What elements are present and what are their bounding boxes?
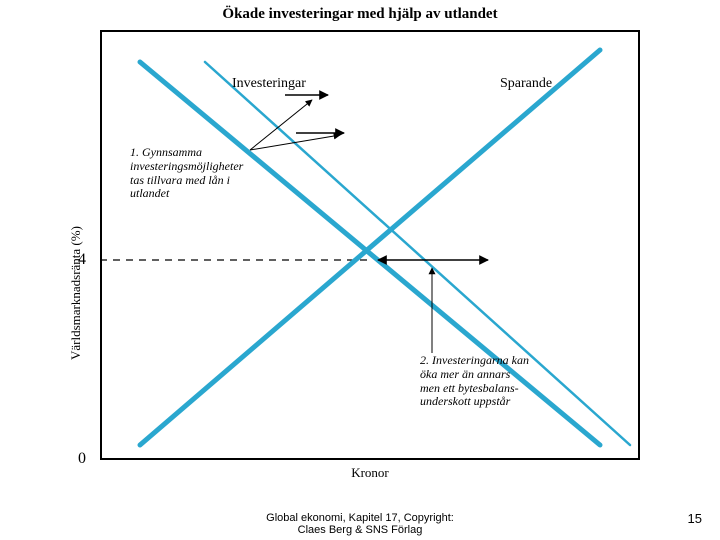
annotation-2-line: underskott uppstår: [420, 395, 529, 409]
annotation-2-line: men ett bytesbalans-: [420, 382, 529, 396]
series-investeringar-2: [205, 62, 630, 445]
y-tick-0: 0: [78, 450, 86, 468]
pointer-arrow-1b: [250, 135, 340, 150]
annotation-1-line: 1. Gynnsamma: [130, 146, 243, 160]
slide-footer: Global ekonomi, Kapitel 17, Copyright: C…: [0, 512, 720, 536]
annotation-1-line: investeringsmöjligheter: [130, 160, 243, 174]
x-axis-label: Kronor: [100, 465, 640, 481]
footer-line-1: Global ekonomi, Kapitel 17, Copyright:: [0, 512, 720, 524]
label-sparande: Sparande: [500, 76, 552, 92]
y-tick-4: 4: [78, 251, 86, 269]
chart-plot: 4 0: [100, 30, 640, 460]
label-investeringar: Investeringar: [232, 76, 306, 92]
annotation-2-line: 2. Investeringarna kan: [420, 354, 529, 368]
page-number: 15: [688, 511, 702, 526]
annotation-1: 1. Gynnsamma investeringsmöjligheter tas…: [130, 146, 243, 201]
annotation-1-line: utlandet: [130, 187, 243, 201]
chart-title: Ökade investeringar med hjälp av utlande…: [0, 6, 720, 23]
annotation-2: 2. Investeringarna kan öka mer än annars…: [420, 354, 529, 409]
y-axis-label: Världsmarknadsränta (%): [68, 226, 84, 360]
annotation-2-line: öka mer än annars: [420, 368, 529, 382]
chart-svg: [100, 30, 640, 460]
slide-root: { "title": { "text": "Ökade investeringa…: [0, 0, 720, 540]
annotation-1-line: tas tillvara med lån i: [130, 174, 243, 188]
footer-line-2: Claes Berg & SNS Förlag: [0, 524, 720, 536]
pointer-arrow-1a: [250, 100, 312, 150]
